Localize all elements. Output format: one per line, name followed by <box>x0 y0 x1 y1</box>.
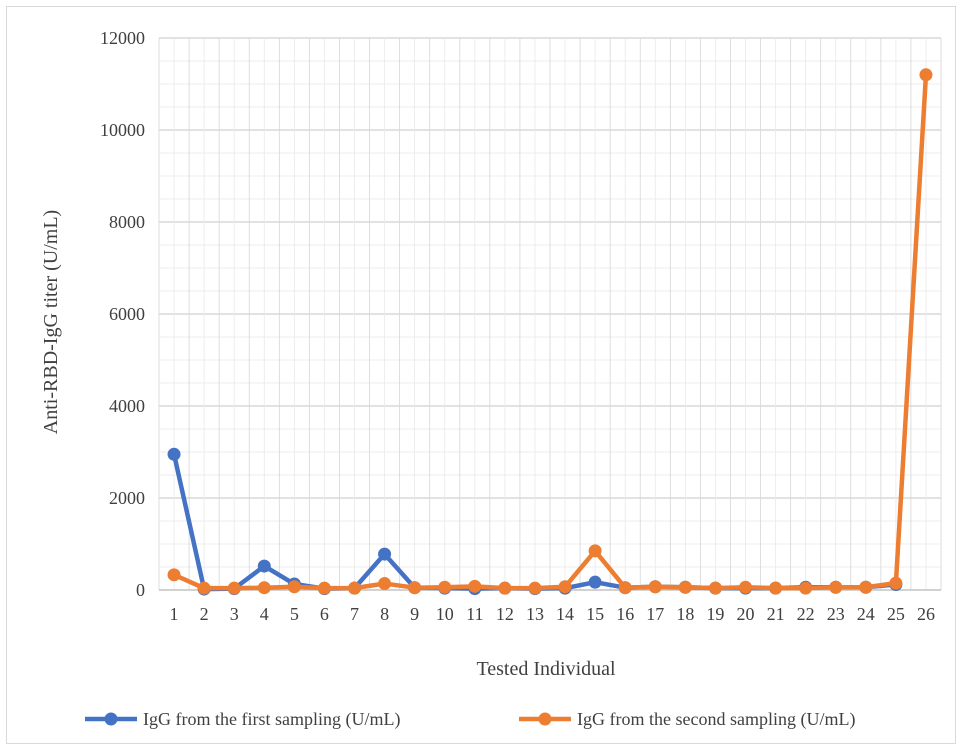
series-2-point <box>468 579 482 593</box>
x-tick-label: 11 <box>466 604 483 624</box>
series-2-point <box>498 581 512 595</box>
chart-frame: 0 2000 4000 6000 8000 10000 12000 1 2 3 4 5 6 7 8 9 10 1… <box>6 6 956 744</box>
x-tick-label: 9 <box>410 604 419 624</box>
x-tick-labels: 1 2 3 4 5 6 7 8 9 10 11 12 13 14 15 16 17 18 19 20 21 22 23 24 2… <box>170 604 935 624</box>
x-tick-label: 18 <box>676 604 694 624</box>
series-2-point <box>708 581 722 595</box>
x-tick-label: 23 <box>827 604 845 624</box>
series-2-point <box>678 580 692 594</box>
series-2-point <box>438 580 452 594</box>
series-2-point <box>378 577 392 591</box>
series-2-point <box>408 581 422 595</box>
series-2-point <box>257 581 271 595</box>
x-tick-label: 13 <box>526 604 544 624</box>
x-tick-label: 17 <box>646 604 664 624</box>
x-tick-label: 24 <box>857 604 875 624</box>
series-2-point <box>317 581 331 595</box>
series-2-point <box>227 581 241 595</box>
x-tick-label: 6 <box>320 604 329 624</box>
x-tick-label: 10 <box>436 604 454 624</box>
series-2-point <box>739 580 752 594</box>
series-2-point <box>769 581 783 595</box>
legend-marker-1 <box>104 712 118 726</box>
y-tick-label: 2000 <box>109 488 145 508</box>
x-tick-label: 12 <box>496 604 514 624</box>
series-1-point <box>167 447 181 461</box>
x-tick-label: 4 <box>260 604 269 624</box>
series-group <box>167 68 933 596</box>
x-tick-label: 21 <box>767 604 785 624</box>
x-tick-label: 7 <box>350 604 359 624</box>
x-tick-label: 14 <box>556 604 574 624</box>
y-tick-label: 10000 <box>100 120 145 140</box>
series-2-point <box>799 581 813 595</box>
series-2-point <box>919 68 933 82</box>
series-2-point <box>348 581 361 595</box>
series-2-point <box>287 580 301 594</box>
x-tick-label: 15 <box>586 604 604 624</box>
x-tick-label: 5 <box>290 604 299 624</box>
series-2-point <box>859 580 873 594</box>
series-2-point <box>528 581 542 595</box>
y-axis-title: Anti-RBD-IgG titer (U/mL) <box>40 210 62 434</box>
legend-label-2: IgG from the second sampling (U/mL) <box>577 709 855 730</box>
series-1-point <box>588 575 602 589</box>
x-axis-title: Tested Individual <box>476 658 616 680</box>
series-2-point <box>197 581 211 595</box>
y-tick-labels: 0 2000 4000 6000 8000 10000 12000 <box>100 28 145 600</box>
series-1-point <box>378 547 392 561</box>
y-tick-label: 4000 <box>109 396 145 416</box>
series-2-point <box>558 580 572 594</box>
gridlines <box>158 37 942 591</box>
x-tick-label: 26 <box>917 604 935 624</box>
x-tick-label: 25 <box>887 604 905 624</box>
series-2-point <box>588 544 602 558</box>
y-tick-label: 8000 <box>109 212 145 232</box>
y-tick-label: 0 <box>136 580 145 600</box>
x-tick-label: 1 <box>170 604 179 624</box>
y-tick-label: 12000 <box>100 28 145 48</box>
series-2-point <box>829 580 843 594</box>
x-tick-label: 20 <box>737 604 755 624</box>
series-1-point <box>257 559 271 573</box>
y-tick-label: 6000 <box>109 304 145 324</box>
x-tick-label: 16 <box>616 604 634 624</box>
legend-marker-2 <box>538 712 552 726</box>
x-tick-label: 8 <box>380 604 389 624</box>
series-2-point <box>618 581 632 595</box>
series-2-point <box>167 568 181 582</box>
series-2-point <box>648 580 662 594</box>
series-2-point <box>889 576 903 590</box>
legend: IgG from the first sampling (U/mL) IgG fr… <box>85 709 855 730</box>
x-tick-label: 3 <box>230 604 239 624</box>
legend-label-1: IgG from the first sampling (U/mL) <box>143 709 400 730</box>
x-tick-label: 2 <box>200 604 209 624</box>
x-tick-label: 19 <box>706 604 724 624</box>
x-tick-label: 22 <box>797 604 815 624</box>
